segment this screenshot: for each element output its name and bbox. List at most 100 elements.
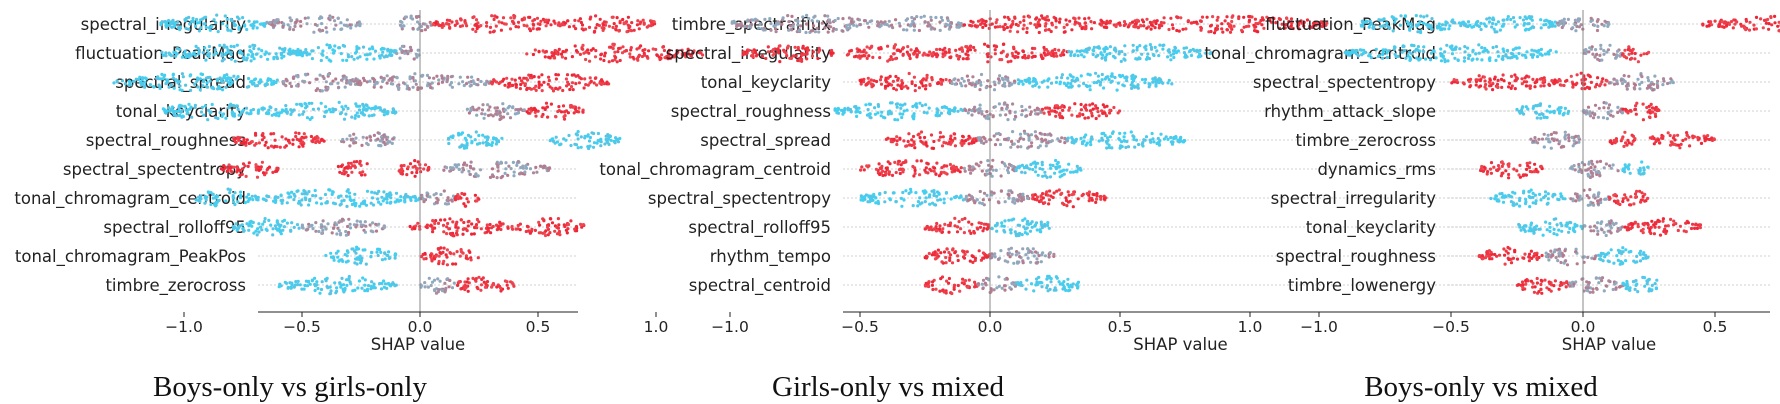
feature-label: tonal_chromagram_PeakPos (15, 247, 246, 267)
shap-point (345, 18, 349, 22)
shap-point (191, 16, 195, 21)
shap-point (892, 46, 896, 50)
shap-point (1242, 25, 1246, 29)
shap-point (901, 161, 905, 165)
shap-point (413, 174, 417, 178)
shap-point (1013, 79, 1017, 83)
shap-point (1033, 108, 1037, 112)
shap-point (434, 254, 438, 258)
shap-point (642, 22, 646, 26)
shap-point (629, 48, 633, 52)
shap-point (843, 108, 847, 112)
shap-point (187, 52, 192, 56)
shap-point (955, 25, 959, 29)
shap-point (1308, 25, 1312, 29)
shap-point (1100, 78, 1104, 82)
shap-point (370, 45, 374, 49)
shap-point (978, 103, 982, 107)
shap-point (908, 56, 912, 61)
shap-point (376, 197, 380, 201)
shap-point (1167, 78, 1171, 82)
shap-point (250, 140, 254, 144)
shap-point (1105, 141, 1109, 145)
shap-point (490, 14, 494, 18)
shap-point (1088, 140, 1092, 144)
shap-point (1005, 53, 1010, 57)
shap-point (245, 195, 249, 199)
shap-point (996, 77, 1001, 81)
shap-point (460, 191, 464, 196)
shap-point (305, 116, 310, 120)
shap-point (528, 231, 533, 235)
shap-point (208, 52, 212, 56)
shap-point (394, 283, 398, 287)
beeswarm-cluster (231, 217, 301, 237)
shap-point (537, 27, 541, 31)
shap-point (905, 50, 909, 54)
shap-point (178, 113, 182, 117)
shap-point (488, 175, 493, 179)
shap-point (307, 190, 311, 194)
shap-point (263, 24, 267, 28)
shap-point (879, 166, 883, 170)
shap-point (1076, 78, 1080, 82)
shap-point (475, 285, 479, 289)
shap-point (245, 111, 249, 115)
shap-point (459, 196, 463, 200)
shap-point (625, 30, 629, 34)
shap-point (1006, 171, 1011, 175)
shap-point (820, 21, 824, 25)
shap-point (904, 84, 908, 88)
shap-point (1060, 76, 1064, 80)
shap-point (395, 51, 399, 56)
shap-point (865, 56, 869, 61)
shap-point (325, 55, 329, 60)
shap-point (464, 227, 468, 231)
shap-point (363, 230, 367, 234)
shap-point (558, 233, 562, 237)
shap-point (408, 77, 412, 81)
shap-point (995, 18, 999, 22)
shap-point (300, 198, 304, 202)
shap-point (541, 49, 545, 53)
shap-point (333, 19, 337, 23)
shap-point (1008, 29, 1012, 33)
shap-point (115, 80, 119, 84)
shap-point (925, 161, 929, 165)
shap-point (614, 136, 618, 140)
shap-point (312, 137, 316, 141)
shap-point (344, 112, 348, 116)
shap-point (257, 141, 261, 145)
shap-point (303, 16, 307, 20)
shap-point (406, 195, 410, 199)
shap-point (512, 170, 516, 174)
shap-point (171, 18, 175, 22)
shap-point (1090, 27, 1094, 31)
shap-point (926, 53, 931, 57)
shap-point (363, 173, 367, 177)
shap-point (935, 47, 939, 52)
shap-point (363, 283, 367, 287)
shap-point (1035, 81, 1039, 86)
shap-point (439, 246, 443, 250)
shap-point (949, 134, 953, 138)
shap-point (1126, 25, 1130, 29)
shap-point (566, 111, 571, 115)
shap-point (1119, 75, 1123, 79)
shap-point (960, 48, 965, 52)
shap-point (1176, 49, 1180, 53)
shap-point (296, 75, 300, 79)
shap-point (522, 108, 526, 112)
shap-point (932, 166, 937, 170)
shap-point (996, 138, 1000, 142)
shap-point (953, 82, 957, 86)
shap-point (212, 18, 216, 22)
shap-point (969, 168, 973, 172)
shap-point (981, 25, 985, 29)
shap-point (594, 14, 598, 18)
shap-point (216, 30, 220, 34)
shap-point (320, 89, 324, 93)
shap-point (1020, 170, 1024, 174)
shap-point (860, 165, 864, 169)
shap-point (603, 142, 607, 146)
